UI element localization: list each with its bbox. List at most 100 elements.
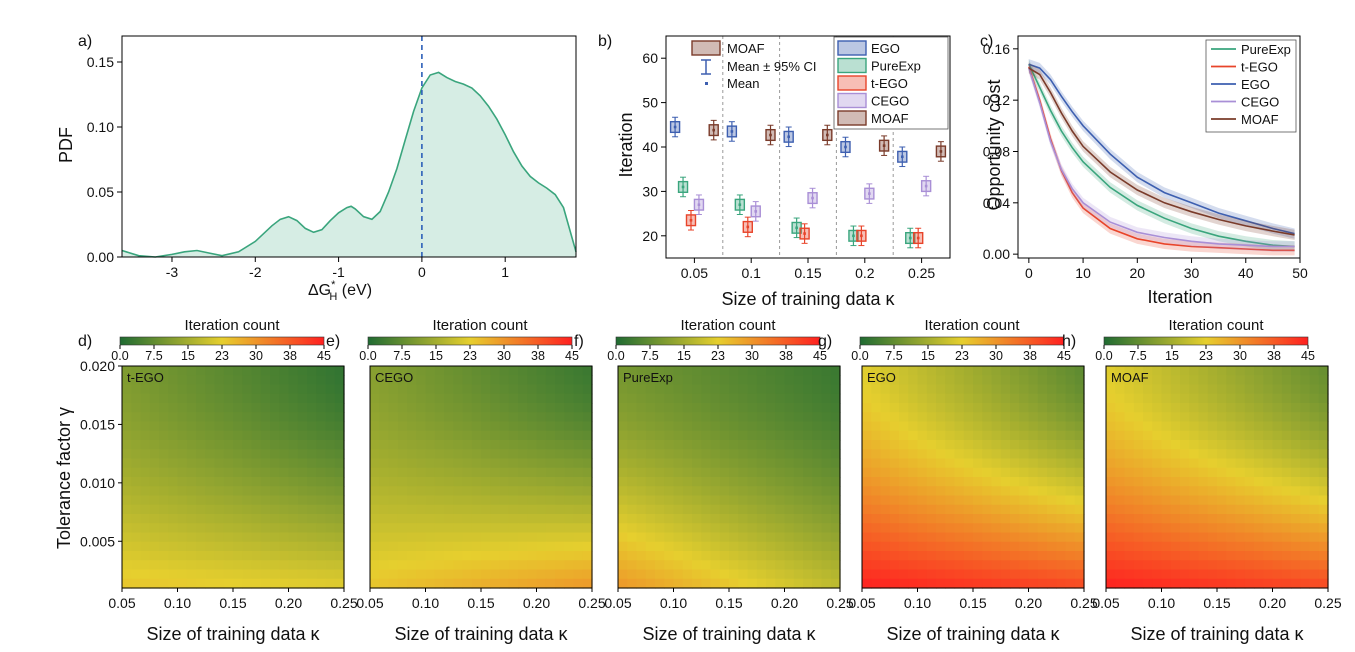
heat-cell xyxy=(462,421,473,432)
heat-cell xyxy=(973,541,983,552)
heat-cell xyxy=(270,477,280,487)
heat-cell xyxy=(1281,412,1292,423)
heat-cell xyxy=(636,412,647,423)
heat-cell xyxy=(1115,412,1126,423)
heat-cell xyxy=(784,366,795,376)
heat-cell xyxy=(407,541,417,552)
heat-cell xyxy=(917,384,928,395)
heat-cell xyxy=(379,495,390,506)
heat-cell xyxy=(1133,569,1144,580)
heat-cell xyxy=(880,421,891,432)
heat-cell xyxy=(1180,514,1190,524)
heat-cell xyxy=(518,504,528,515)
heat-cell xyxy=(682,393,693,404)
heat-cell xyxy=(645,514,656,524)
heat-cell xyxy=(627,412,638,423)
heat-cell xyxy=(140,384,151,395)
heat-cell xyxy=(701,449,712,460)
heat-cell xyxy=(1207,449,1218,460)
heat-cell xyxy=(555,560,565,571)
heat-cell xyxy=(871,551,882,561)
heat-cell xyxy=(963,430,974,441)
pdf-area xyxy=(122,72,576,258)
heat-cell xyxy=(388,523,399,534)
heat-cell xyxy=(1281,504,1292,515)
heat-cell xyxy=(1028,486,1039,497)
legend-label: PureExp xyxy=(871,59,921,74)
heat-cell xyxy=(499,449,510,460)
heat-cell xyxy=(1028,440,1039,450)
heat-cell xyxy=(664,504,675,515)
heat-cell xyxy=(307,430,317,441)
heat-cell xyxy=(766,495,776,506)
heat-cell xyxy=(889,412,900,423)
heat-cell xyxy=(453,504,464,515)
heat-cell xyxy=(1074,421,1085,432)
heat-cell xyxy=(701,569,712,580)
heat-cell xyxy=(214,375,225,386)
heat-cell xyxy=(407,366,417,376)
heat-cell xyxy=(1143,541,1153,552)
heat-cell xyxy=(719,430,730,441)
heat-cell xyxy=(1133,449,1144,460)
heat-cell xyxy=(159,532,169,543)
heat-cell xyxy=(1000,486,1011,497)
heat-cell xyxy=(434,375,445,386)
heat-cell xyxy=(784,412,795,423)
heat-cell xyxy=(1254,440,1264,450)
heat-cell xyxy=(673,523,684,534)
heat-cell xyxy=(1254,366,1264,376)
heat-cell xyxy=(518,412,528,423)
heat-cell xyxy=(655,458,665,469)
heat-cell xyxy=(1198,384,1209,395)
heat-cell xyxy=(1143,384,1153,395)
heat-cell xyxy=(1281,366,1292,376)
legend-label: EGO xyxy=(871,41,900,56)
heat-cell xyxy=(945,523,956,534)
heat-cell xyxy=(784,541,795,552)
heat-cell xyxy=(122,449,132,460)
heat-cell xyxy=(1272,551,1283,561)
heat-cell xyxy=(1028,514,1039,524)
heat-cell xyxy=(889,514,900,524)
heat-cell xyxy=(1124,569,1135,580)
x-tick-label: 0.20 xyxy=(1259,595,1286,611)
heat-cell xyxy=(682,384,693,395)
heat-cell xyxy=(555,495,565,506)
heat-cell xyxy=(775,366,786,376)
heat-cell xyxy=(871,403,882,413)
heat-cell xyxy=(1226,375,1237,386)
heat-cell xyxy=(775,467,786,478)
heat-cell xyxy=(871,504,882,515)
heat-cell xyxy=(1143,569,1153,580)
heat-cell xyxy=(270,403,280,413)
heat-cell xyxy=(803,578,813,589)
heat-cell xyxy=(205,551,216,561)
heat-cell xyxy=(673,560,684,571)
heat-cell xyxy=(963,504,974,515)
colorbar-tick-label: 38 xyxy=(779,349,793,363)
heat-cell xyxy=(1235,560,1246,571)
heat-cell xyxy=(242,532,253,543)
heat-cell xyxy=(1124,430,1135,441)
heat-cell xyxy=(149,393,160,404)
heat-cell xyxy=(140,569,151,580)
legend-label: EGO xyxy=(1241,77,1270,92)
heat-cell xyxy=(917,551,928,561)
heat-cell xyxy=(645,430,656,441)
heat-cell xyxy=(862,467,872,478)
heat-cell xyxy=(1143,532,1153,543)
heat-cell xyxy=(325,523,336,534)
heat-cell xyxy=(682,366,693,376)
heat-cell xyxy=(573,384,584,395)
heat-cell xyxy=(462,449,473,460)
heat-cell xyxy=(766,578,776,589)
heat-cell xyxy=(434,393,445,404)
heat-cell xyxy=(1309,440,1320,450)
heat-cell xyxy=(880,449,891,460)
heat-cell xyxy=(1019,393,1030,404)
heat-cell xyxy=(936,560,946,571)
heat-cell xyxy=(830,403,841,413)
mean-point xyxy=(689,218,693,222)
